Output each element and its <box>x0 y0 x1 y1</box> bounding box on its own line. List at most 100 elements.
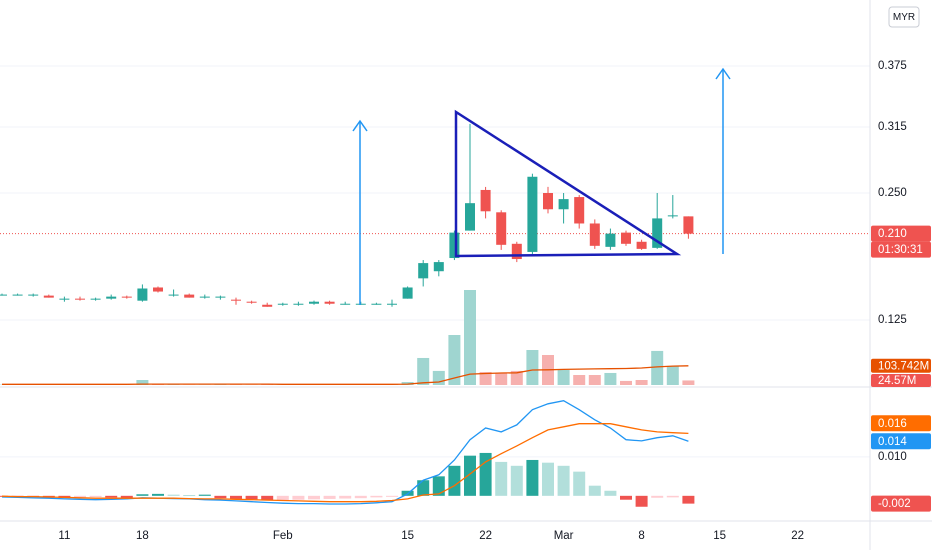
x-tick-label: 11 <box>58 530 70 542</box>
candle-body <box>199 296 210 298</box>
histogram-bar <box>573 471 586 496</box>
countdown-box <box>871 241 931 258</box>
histogram-bar <box>651 495 664 498</box>
histogram-bar <box>230 495 242 499</box>
candle-body <box>12 294 23 296</box>
volume-bar <box>604 372 617 385</box>
candle-body <box>402 287 413 299</box>
histogram-bar <box>89 495 102 497</box>
candle-body <box>355 303 366 305</box>
histogram-bar <box>74 495 86 498</box>
histogram-bar <box>136 494 149 496</box>
candle-body <box>496 212 507 245</box>
volume-bar <box>651 350 664 385</box>
volume-bar <box>557 370 570 385</box>
macd-label-box <box>871 433 931 450</box>
candle-body <box>433 262 444 272</box>
candle-body <box>75 298 85 300</box>
last-price-label-box <box>871 225 931 242</box>
drawings <box>352 67 731 305</box>
arrow-head <box>715 67 731 80</box>
histogram-bar <box>339 495 352 499</box>
candle-body <box>558 199 569 210</box>
histogram-bar <box>448 465 461 496</box>
candle-body <box>121 296 132 298</box>
triangle-drawing <box>454 109 682 258</box>
candle-body <box>371 303 382 305</box>
histogram-bar <box>495 461 508 496</box>
currency: MYR <box>893 12 915 23</box>
histogram-bar <box>261 495 274 501</box>
histogram-bar <box>245 495 258 500</box>
signal-line <box>1 423 689 503</box>
candle-body <box>215 296 226 298</box>
volume-bar <box>495 372 508 385</box>
y-tick-label: 0.250 <box>878 187 907 199</box>
histogram-bar <box>105 495 118 498</box>
volume-bar <box>510 370 523 385</box>
volume-bar <box>588 375 601 385</box>
histogram-bar <box>354 495 367 499</box>
candle-body <box>28 294 39 296</box>
volume-bar <box>448 335 461 385</box>
histogram-bar <box>152 493 164 496</box>
histogram-label-box <box>871 495 931 512</box>
macd-line <box>1 400 689 505</box>
candle-body <box>90 298 101 300</box>
x-tick-label: 18 <box>136 530 149 542</box>
candle-body <box>418 263 429 279</box>
histogram-bar <box>620 495 632 500</box>
histogram-label: -0.002 <box>878 498 911 510</box>
histogram-bar <box>682 495 695 504</box>
histogram-bar <box>198 494 211 496</box>
volume-bar <box>666 365 679 385</box>
candle-body <box>465 203 475 231</box>
macd-label: 0.014 <box>878 436 907 448</box>
histogram-bar <box>635 495 648 507</box>
candle-body <box>262 304 273 307</box>
histogram-bar <box>292 495 305 500</box>
candle-body <box>683 216 694 234</box>
histogram-bar <box>510 465 523 496</box>
candle-body <box>652 218 663 248</box>
volume-label: 24.57M <box>878 375 916 387</box>
series-layer <box>0 123 695 507</box>
volume-bar <box>526 350 539 385</box>
candle-body <box>309 301 319 304</box>
volume-bar <box>479 372 492 385</box>
candle-body <box>43 295 54 298</box>
signal-label: 0.016 <box>878 418 907 430</box>
histogram-bar <box>308 495 320 500</box>
candle-body <box>293 303 304 305</box>
candle-body <box>387 303 397 305</box>
arrow-head <box>352 119 368 132</box>
histogram-bar <box>557 465 570 496</box>
histogram-bar <box>526 459 539 496</box>
candle-body <box>605 233 616 247</box>
volume-ma-label: 103.742M <box>878 360 929 372</box>
histogram-bar <box>417 480 430 496</box>
x-tick-label: 15 <box>713 530 726 542</box>
candle-body <box>137 288 148 301</box>
volume-bar <box>464 290 476 385</box>
volume-bar <box>682 380 695 385</box>
y-tick-label: 0.375 <box>878 60 907 72</box>
candle-body <box>667 215 678 217</box>
histogram-bar <box>666 495 679 498</box>
histogram-bar <box>120 495 133 499</box>
histogram-bar <box>386 495 398 497</box>
candle-body <box>106 296 117 299</box>
histogram-bar <box>167 494 180 496</box>
volume-bar <box>432 370 445 385</box>
histogram-bar <box>542 462 554 496</box>
grid-layer <box>0 65 870 458</box>
histogram-bar <box>323 495 336 499</box>
histogram-bar <box>276 495 289 501</box>
candle-body <box>589 223 600 246</box>
candle-body <box>340 303 351 305</box>
candle-body <box>636 241 647 249</box>
volume-bar <box>417 357 430 385</box>
currency-box[interactable] <box>888 6 920 28</box>
last-price-label: 0.210 <box>878 228 907 240</box>
